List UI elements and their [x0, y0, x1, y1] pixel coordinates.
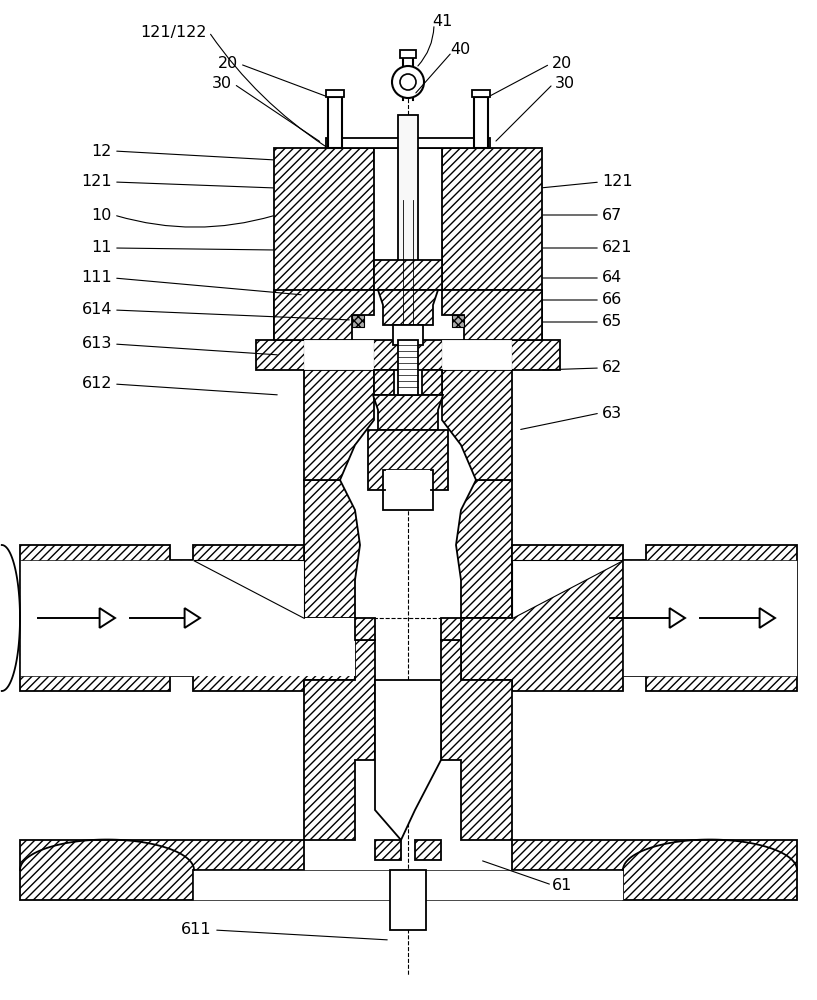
- Polygon shape: [274, 312, 304, 340]
- Polygon shape: [442, 290, 542, 340]
- Polygon shape: [373, 395, 443, 430]
- Polygon shape: [415, 840, 441, 860]
- Polygon shape: [193, 870, 623, 900]
- Polygon shape: [421, 148, 542, 312]
- Polygon shape: [512, 312, 542, 340]
- Polygon shape: [390, 870, 426, 930]
- Polygon shape: [474, 97, 488, 148]
- Text: 121: 121: [602, 174, 632, 190]
- Polygon shape: [400, 50, 416, 58]
- Text: 61: 61: [552, 878, 573, 892]
- Text: 67: 67: [602, 208, 623, 223]
- Polygon shape: [374, 148, 442, 290]
- Polygon shape: [386, 470, 430, 508]
- Text: 12: 12: [92, 143, 112, 158]
- Polygon shape: [670, 608, 685, 628]
- Polygon shape: [472, 90, 490, 97]
- Polygon shape: [623, 545, 797, 691]
- Text: 10: 10: [92, 208, 112, 223]
- Polygon shape: [256, 340, 560, 370]
- Polygon shape: [512, 560, 623, 618]
- Polygon shape: [441, 618, 461, 640]
- Text: 11: 11: [92, 240, 112, 255]
- Polygon shape: [304, 340, 374, 370]
- Polygon shape: [461, 545, 623, 691]
- Polygon shape: [185, 608, 200, 628]
- Circle shape: [392, 66, 424, 98]
- Text: 64: 64: [602, 270, 623, 286]
- Circle shape: [400, 74, 416, 90]
- Polygon shape: [326, 138, 490, 148]
- Text: 40: 40: [450, 42, 471, 57]
- Text: 41: 41: [432, 14, 453, 29]
- Polygon shape: [274, 148, 395, 312]
- Text: 20: 20: [218, 56, 238, 72]
- Text: 612: 612: [82, 376, 112, 391]
- Polygon shape: [452, 315, 464, 327]
- Polygon shape: [304, 640, 375, 840]
- Text: 121/122: 121/122: [141, 24, 207, 39]
- Polygon shape: [193, 560, 304, 618]
- Polygon shape: [304, 480, 360, 618]
- Text: 62: 62: [602, 360, 623, 375]
- Polygon shape: [623, 560, 797, 676]
- Polygon shape: [398, 340, 418, 395]
- Polygon shape: [383, 490, 433, 510]
- Polygon shape: [20, 545, 193, 691]
- Polygon shape: [378, 290, 438, 325]
- Polygon shape: [328, 97, 342, 148]
- Polygon shape: [20, 560, 193, 676]
- Polygon shape: [326, 90, 344, 97]
- Text: 614: 614: [82, 302, 112, 318]
- Polygon shape: [398, 115, 418, 340]
- Polygon shape: [100, 608, 115, 628]
- Polygon shape: [374, 370, 394, 395]
- Polygon shape: [760, 608, 775, 628]
- Polygon shape: [375, 840, 401, 860]
- Text: 111: 111: [81, 270, 112, 286]
- Text: 30: 30: [212, 77, 232, 92]
- Text: 611: 611: [181, 922, 212, 938]
- Polygon shape: [274, 290, 374, 340]
- Polygon shape: [304, 370, 374, 480]
- Polygon shape: [512, 840, 797, 900]
- Polygon shape: [352, 315, 364, 327]
- Polygon shape: [20, 840, 304, 900]
- Text: 613: 613: [82, 336, 112, 352]
- Polygon shape: [355, 618, 375, 640]
- Text: 30: 30: [555, 77, 575, 92]
- Polygon shape: [368, 430, 448, 490]
- Polygon shape: [456, 480, 512, 618]
- Polygon shape: [375, 680, 441, 840]
- Text: 65: 65: [602, 314, 623, 330]
- Polygon shape: [193, 545, 355, 691]
- Polygon shape: [441, 640, 512, 840]
- Text: 20: 20: [552, 56, 572, 72]
- Text: 63: 63: [602, 406, 622, 420]
- Polygon shape: [422, 370, 442, 395]
- Polygon shape: [442, 370, 512, 480]
- Polygon shape: [442, 340, 512, 370]
- Polygon shape: [374, 260, 442, 290]
- Polygon shape: [193, 560, 355, 676]
- Text: 121: 121: [82, 174, 112, 190]
- Text: 66: 66: [602, 292, 623, 308]
- Polygon shape: [393, 325, 423, 345]
- Text: 621: 621: [602, 240, 632, 255]
